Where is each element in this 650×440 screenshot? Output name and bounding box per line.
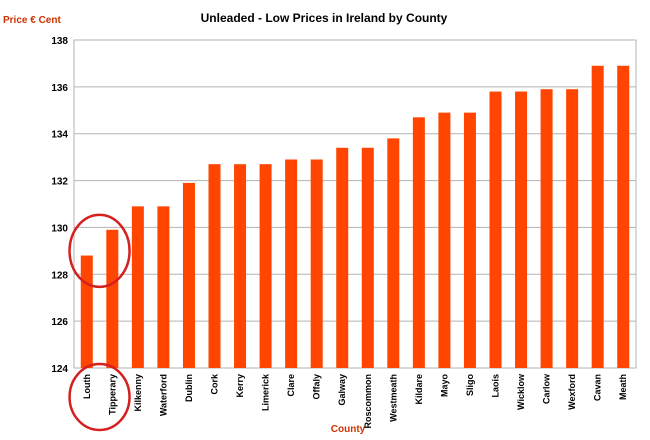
x-tick-label: Clare xyxy=(286,374,296,397)
x-tick-label: Louth xyxy=(82,374,92,399)
y-tick-label: 130 xyxy=(51,223,68,234)
bar xyxy=(131,206,144,368)
bar xyxy=(106,229,119,368)
x-tick-label: Roscommon xyxy=(363,374,373,429)
x-tick-label: Kildare xyxy=(414,374,424,405)
x-tick-label: Cork xyxy=(210,373,220,394)
bar xyxy=(566,89,579,368)
bar xyxy=(412,117,425,368)
x-tick-label: Mayo xyxy=(439,374,449,398)
y-tick-label: 124 xyxy=(51,364,68,375)
annotation-circle-bars xyxy=(68,213,131,289)
bar xyxy=(259,164,272,368)
x-tick-label: Cavan xyxy=(593,374,603,401)
bar xyxy=(617,65,630,369)
bar xyxy=(361,147,374,368)
x-tick-label: Meath xyxy=(618,374,628,400)
y-tick-label: 126 xyxy=(51,317,68,328)
x-tick-label: Wexford xyxy=(567,374,577,410)
x-tick-label: Limerick xyxy=(261,373,271,411)
bar xyxy=(438,112,451,368)
x-tick-label: Kerry xyxy=(235,374,245,398)
bar xyxy=(336,147,349,368)
bar xyxy=(387,138,400,368)
x-tick-label: Offaly xyxy=(312,374,322,400)
x-tick-label: Kilkenny xyxy=(133,374,143,412)
bar xyxy=(157,206,170,368)
bar xyxy=(80,255,93,368)
bar xyxy=(310,159,323,368)
bar xyxy=(591,65,604,369)
plot-area: 124 126 128 130 132 134 136 138 Louth Tipperary Ki… xyxy=(51,36,637,432)
bar xyxy=(234,164,247,368)
x-tick-label: Carlow xyxy=(542,373,552,404)
x-tick-label: Westmeath xyxy=(388,374,398,422)
x-axis-label: County xyxy=(331,424,366,435)
bar xyxy=(489,91,502,369)
y-tick-label: 128 xyxy=(51,270,68,281)
x-tick-label: Wicklow xyxy=(516,373,526,410)
x-tick-label: Tipperary xyxy=(107,374,117,415)
x-tick-label: Laois xyxy=(491,374,501,398)
x-tick-label: Dublin xyxy=(184,374,194,402)
x-tick-label: Waterford xyxy=(158,374,168,416)
y-tick-label: 132 xyxy=(51,177,68,188)
y-axis-label: Price € Cent xyxy=(3,15,61,26)
bar xyxy=(182,182,195,368)
x-tick-label: Galway xyxy=(337,374,347,406)
bar xyxy=(515,91,528,369)
y-tick-label: 138 xyxy=(51,36,68,47)
x-tick-label: Sligo xyxy=(465,373,475,396)
y-tick-label: 134 xyxy=(51,130,68,141)
bar xyxy=(540,89,553,368)
chart-title: Unleaded - Low Prices in Ireland by Coun… xyxy=(201,11,448,25)
bar xyxy=(285,159,298,368)
y-tick-label: 136 xyxy=(51,83,68,94)
bar xyxy=(208,164,221,368)
bar xyxy=(463,112,476,368)
annotation-circle-labels xyxy=(68,362,131,432)
